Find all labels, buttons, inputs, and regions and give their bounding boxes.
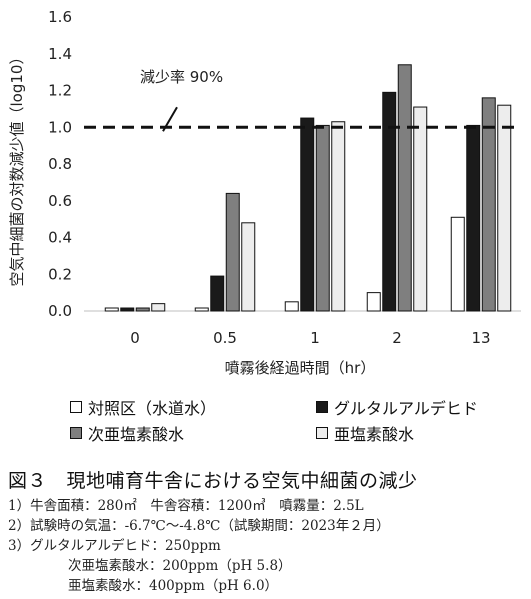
y-tick-label: 0.0 [48,302,72,320]
bar [331,121,346,312]
figure-notes: 1）牛舎面積：280㎡ 牛舎容積：1200㎥ 噴霧量：2.5L 2）試験時の気温… [8,496,390,596]
bar [194,307,209,312]
x-axis-label: 噴霧後経過時間（hr） [225,359,376,377]
bar [284,301,299,312]
legend-item-control: 対照区（水道水） [70,395,216,419]
bar [210,275,225,312]
x-tick-label: 0 [130,329,140,347]
bar [120,307,135,312]
reference-line-label: 減少率 90% [140,68,223,86]
legend-label-glutaraldehyde: グルタルアルデヒド [334,399,478,418]
bar [135,307,150,312]
x-tick-label: 13 [471,329,490,347]
x-tick-label: 1 [310,329,320,347]
legend-label-chlorous: 亜塩素酸水 [334,425,415,444]
bar [241,222,256,312]
legend-swatch-control [70,401,82,413]
y-tick-label: 1.6 [48,8,72,26]
y-tick-label: 1.4 [48,45,72,63]
bar [382,91,397,312]
bar [151,303,166,312]
legend-label-hypochlorous: 次亜塩素酸水 [88,425,185,444]
legend-swatch-hypochlorous [70,427,82,439]
bar [366,292,381,312]
bar [466,124,481,312]
bar [450,216,465,312]
bar-chart: 0.0 0.2 0.4 0.6 0.8 1.0 1.2 1.4 1.6 0 0.5 1 2 13 減少率… [8,8,521,377]
y-tick-label: 1.2 [48,82,72,100]
y-tick-label: 0.6 [48,192,72,210]
bar [413,106,428,312]
y-axis-label: 空気中細菌の対数減少値（log10） [8,50,26,287]
note-1: 1）牛舎面積：280㎡ 牛舎容積：1200㎥ 噴霧量：2.5L [8,498,364,514]
y-tick-label: 1.0 [48,118,72,136]
legend-swatch-chlorous [316,427,328,439]
note-2: 2）試験時の気温：-6.7℃～-4.8℃（試験期間：2023年２月） [8,518,390,534]
figure-title: 図３ 現地哺育牛舎における空気中細菌の減少 [8,470,418,492]
note-3: 3）グルタルアルデヒド：250ppm [8,538,221,554]
bar [315,124,330,312]
y-tick-label: 0.4 [48,229,72,247]
bar [300,117,315,312]
x-tick-label: 2 [392,329,402,347]
legend-item-hypochlorous: 次亜塩素酸水 [70,421,184,445]
bar [104,307,119,312]
bar [497,104,512,312]
bar [397,64,412,312]
legend-label-control: 対照区（水道水） [88,399,217,418]
annotation-pointer [162,106,178,132]
bar [225,192,240,312]
legend-item-glutaraldehyde: グルタルアルデヒド [316,395,478,419]
y-tick-label: 0.2 [48,265,72,283]
reference-annotation: 減少率 90% [140,68,223,132]
x-tick-label: 0.5 [213,329,237,347]
legend-item-chlorous: 亜塩素酸水 [316,421,414,445]
bar [481,97,496,312]
legend-swatch-glutaraldehyde [316,401,328,413]
y-tick-label: 0.8 [48,155,72,173]
note-5: 亜塩素酸水：400ppm（pH 6.0） [68,578,279,594]
note-4: 次亜塩素酸水：200ppm（pH 5.8） [68,558,292,574]
